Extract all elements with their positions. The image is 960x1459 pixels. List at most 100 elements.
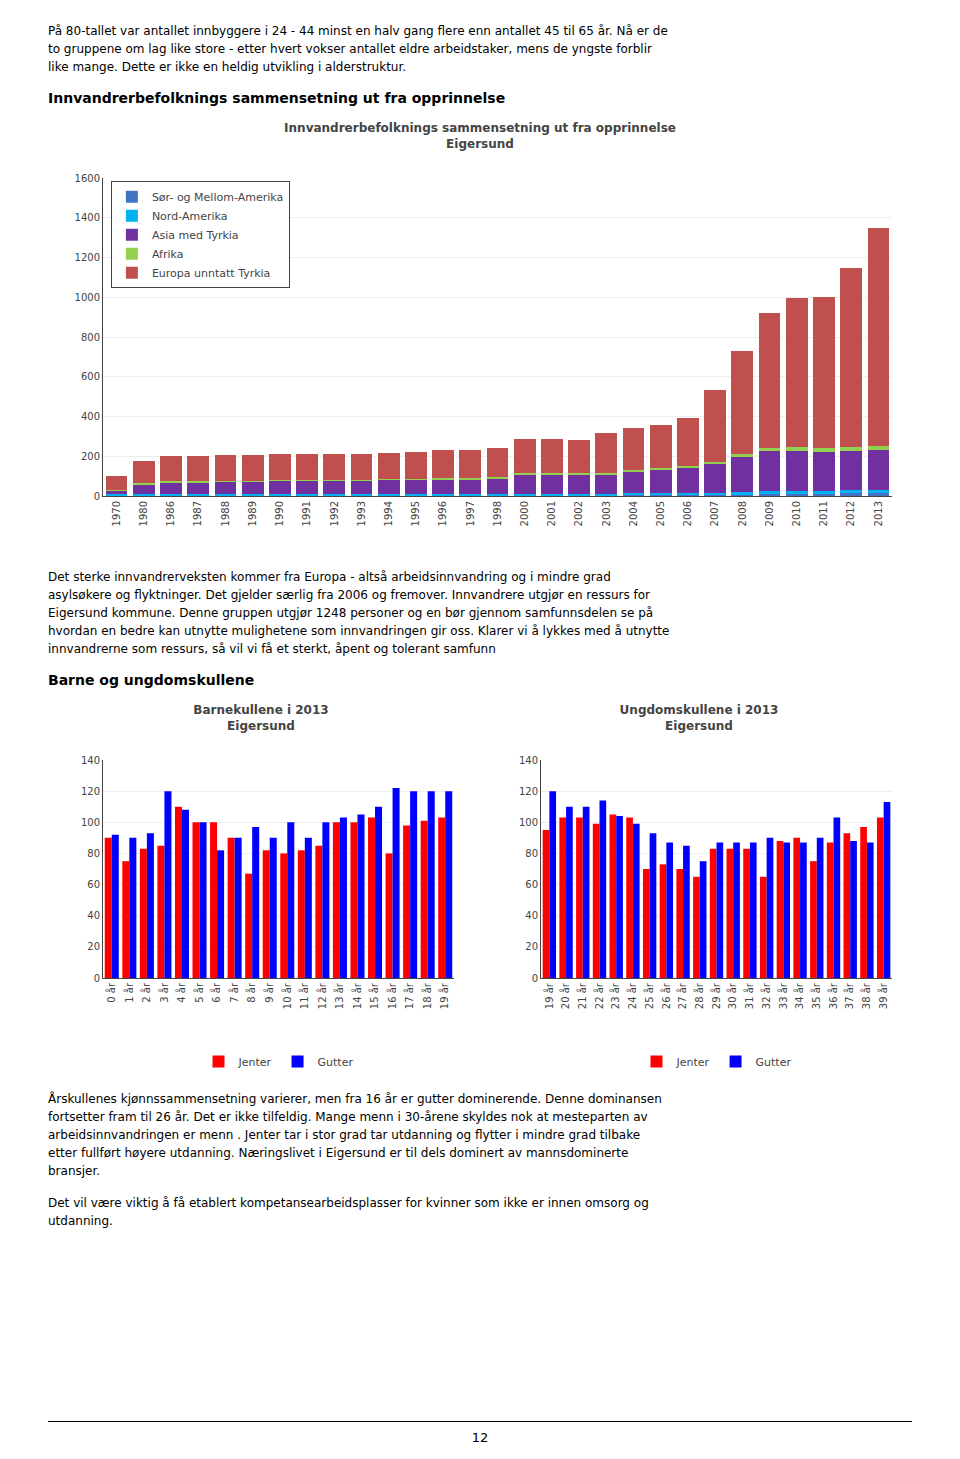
svg-text:2004: 2004 bbox=[628, 501, 639, 526]
svg-text:1988: 1988 bbox=[220, 501, 231, 526]
svg-text:1998: 1998 bbox=[492, 501, 503, 526]
svg-text:Sør- og Mellom-Amerika: Sør- og Mellom-Amerika bbox=[152, 191, 283, 204]
svg-text:15 år: 15 år bbox=[368, 982, 380, 1009]
svg-text:1990: 1990 bbox=[274, 501, 285, 526]
svg-text:13 år: 13 år bbox=[333, 982, 345, 1009]
svg-text:34 år: 34 år bbox=[793, 982, 805, 1009]
svg-text:Gutter: Gutter bbox=[318, 1056, 354, 1069]
svg-text:1000: 1000 bbox=[75, 292, 100, 303]
svg-text:600: 600 bbox=[81, 371, 100, 382]
svg-text:2008: 2008 bbox=[737, 501, 748, 526]
svg-text:1970: 1970 bbox=[111, 501, 122, 526]
svg-text:36 år: 36 år bbox=[827, 982, 839, 1009]
svg-text:2011: 2011 bbox=[818, 501, 829, 526]
svg-text:1980: 1980 bbox=[138, 501, 149, 526]
svg-text:5 år: 5 år bbox=[193, 982, 205, 1003]
svg-text:24 år: 24 år bbox=[626, 982, 638, 1009]
svg-text:20: 20 bbox=[525, 941, 538, 952]
svg-text:1987: 1987 bbox=[192, 501, 203, 526]
svg-text:1993: 1993 bbox=[356, 501, 367, 526]
svg-text:2013: 2013 bbox=[873, 501, 884, 526]
svg-text:37 år: 37 år bbox=[843, 982, 855, 1009]
svg-text:14 år: 14 år bbox=[351, 982, 363, 1009]
svg-text:27 år: 27 år bbox=[676, 982, 688, 1009]
svg-text:120: 120 bbox=[81, 786, 100, 797]
svg-text:20: 20 bbox=[87, 941, 100, 952]
svg-text:1991: 1991 bbox=[301, 501, 312, 526]
svg-text:22 år: 22 år bbox=[593, 982, 605, 1009]
svg-text:17 år: 17 år bbox=[403, 982, 415, 1009]
svg-text:60: 60 bbox=[525, 879, 538, 890]
svg-text:40: 40 bbox=[87, 910, 100, 921]
svg-text:2012: 2012 bbox=[845, 501, 856, 526]
svg-text:140: 140 bbox=[81, 755, 100, 766]
svg-text:100: 100 bbox=[81, 817, 100, 828]
svg-text:28 år: 28 år bbox=[693, 982, 705, 1009]
svg-text:2006: 2006 bbox=[682, 501, 693, 526]
svg-text:Innvandrerbefolknings sammense: Innvandrerbefolknings sammensetning ut f… bbox=[284, 121, 676, 151]
svg-text:0: 0 bbox=[94, 973, 100, 984]
svg-text:2002: 2002 bbox=[573, 501, 584, 526]
svg-text:400: 400 bbox=[81, 411, 100, 422]
svg-text:2009: 2009 bbox=[764, 501, 775, 526]
svg-text:Jenter: Jenter bbox=[238, 1056, 272, 1069]
svg-text:1986: 1986 bbox=[165, 501, 176, 526]
svg-text:2010: 2010 bbox=[791, 501, 802, 526]
svg-text:Barnekullene i 2013Eigersund: Barnekullene i 2013Eigersund bbox=[193, 703, 328, 733]
svg-text:10 år: 10 år bbox=[281, 982, 293, 1009]
svg-text:23 år: 23 år bbox=[609, 982, 621, 1009]
svg-text:11 år: 11 år bbox=[298, 982, 310, 1009]
svg-text:60: 60 bbox=[87, 879, 100, 890]
svg-text:1997: 1997 bbox=[465, 501, 476, 526]
svg-text:1 år: 1 år bbox=[123, 982, 135, 1003]
svg-text:29 år: 29 år bbox=[710, 982, 722, 1009]
svg-text:1989: 1989 bbox=[247, 501, 258, 526]
svg-text:33 år: 33 år bbox=[777, 982, 789, 1009]
svg-text:0: 0 bbox=[94, 491, 100, 502]
svg-text:1996: 1996 bbox=[437, 501, 448, 526]
svg-text:19 år: 19 år bbox=[543, 982, 555, 1009]
svg-text:1400: 1400 bbox=[75, 212, 100, 223]
svg-text:Afrika: Afrika bbox=[152, 248, 184, 261]
svg-text:32 år: 32 år bbox=[760, 982, 772, 1009]
svg-text:20 år: 20 år bbox=[559, 982, 571, 1009]
svg-text:2000: 2000 bbox=[519, 501, 530, 526]
svg-text:19 år: 19 år bbox=[438, 982, 450, 1009]
svg-text:2001: 2001 bbox=[546, 501, 557, 526]
svg-text:16 år: 16 år bbox=[386, 982, 398, 1009]
svg-text:Europa unntatt Tyrkia: Europa unntatt Tyrkia bbox=[152, 267, 270, 280]
svg-text:3 år: 3 år bbox=[158, 982, 170, 1003]
svg-text:2003: 2003 bbox=[601, 501, 612, 526]
svg-text:4 år: 4 år bbox=[175, 982, 187, 1003]
svg-text:80: 80 bbox=[525, 848, 538, 859]
svg-text:Asia med Tyrkia: Asia med Tyrkia bbox=[152, 229, 239, 242]
svg-text:40: 40 bbox=[525, 910, 538, 921]
svg-text:35 år: 35 år bbox=[810, 982, 822, 1009]
svg-text:25 år: 25 år bbox=[643, 982, 655, 1009]
svg-text:120: 120 bbox=[519, 786, 538, 797]
svg-text:31 år: 31 år bbox=[743, 982, 755, 1009]
svg-text:Jenter: Jenter bbox=[676, 1056, 710, 1069]
svg-text:38 år: 38 år bbox=[860, 982, 872, 1009]
svg-text:0: 0 bbox=[532, 973, 538, 984]
svg-text:7 år: 7 år bbox=[228, 982, 240, 1003]
svg-text:140: 140 bbox=[519, 755, 538, 766]
svg-text:80: 80 bbox=[87, 848, 100, 859]
svg-text:39 år: 39 år bbox=[877, 982, 889, 1009]
svg-text:21 år: 21 år bbox=[576, 982, 588, 1009]
svg-text:Ungdomskullene i 2013Eigersund: Ungdomskullene i 2013Eigersund bbox=[620, 703, 779, 733]
svg-text:6 år: 6 år bbox=[210, 982, 222, 1003]
svg-text:1994: 1994 bbox=[383, 501, 394, 526]
svg-text:8 år: 8 år bbox=[245, 982, 257, 1003]
svg-text:Gutter: Gutter bbox=[756, 1056, 792, 1069]
svg-text:0 år: 0 år bbox=[105, 982, 117, 1003]
svg-text:2007: 2007 bbox=[709, 501, 720, 526]
svg-text:2 år: 2 år bbox=[140, 982, 152, 1003]
svg-text:1992: 1992 bbox=[329, 501, 340, 526]
svg-text:2005: 2005 bbox=[655, 501, 666, 526]
svg-text:18 år: 18 år bbox=[421, 982, 433, 1009]
svg-text:1600: 1600 bbox=[75, 173, 100, 184]
svg-text:30 år: 30 år bbox=[726, 982, 738, 1009]
svg-text:100: 100 bbox=[519, 817, 538, 828]
svg-text:1995: 1995 bbox=[410, 501, 421, 526]
